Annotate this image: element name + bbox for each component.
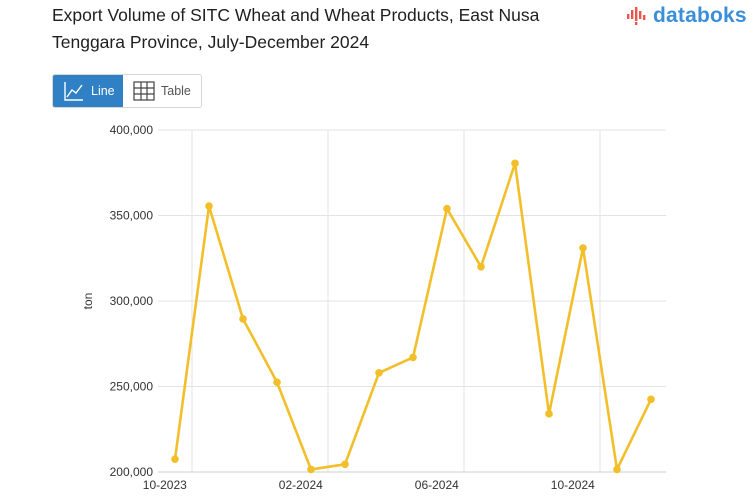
table-icon	[133, 81, 155, 101]
line-view-button[interactable]: Line	[53, 75, 123, 107]
y-tick-label: 350,000	[110, 209, 154, 223]
data-point	[205, 202, 213, 210]
data-point	[647, 395, 655, 404]
data-point	[341, 460, 349, 469]
y-tick-label: 400,000	[110, 123, 154, 137]
y-tick-label: 250,000	[110, 380, 154, 394]
data-point	[409, 353, 417, 362]
y-tick-label: 200,000	[110, 465, 154, 479]
line-view-label: Line	[91, 84, 115, 98]
data-point	[477, 263, 485, 271]
data-point	[511, 159, 519, 168]
series-line	[173, 162, 653, 471]
bar-chart-logo-icon	[627, 7, 646, 25]
data-point	[375, 369, 383, 377]
x-tick-label: 10-2024	[551, 478, 595, 492]
x-tick-label: 10-2023	[143, 478, 187, 492]
data-point	[307, 465, 315, 474]
data-point	[545, 410, 553, 418]
x-tick-label: 02-2024	[279, 478, 323, 492]
data-point	[239, 315, 247, 323]
data-point	[273, 378, 281, 387]
databoks-logo: databoks	[626, 4, 747, 28]
x-tick-label: 06-2024	[415, 478, 459, 492]
view-toggle: Line Table	[52, 74, 202, 108]
data-point	[443, 204, 451, 213]
line-chart-icon	[64, 82, 83, 101]
chart-title: Export Volume of SITC Wheat and Wheat Pr…	[52, 5, 540, 52]
table-view-button[interactable]: Table	[123, 75, 191, 107]
data-point	[171, 455, 179, 463]
y-tick-label: 300,000	[110, 294, 154, 308]
table-view-label: Table	[161, 84, 191, 98]
y-axis-label: ton	[81, 293, 95, 310]
data-point	[613, 465, 621, 474]
logo-text: databoks	[653, 4, 747, 27]
data-point	[579, 244, 587, 252]
